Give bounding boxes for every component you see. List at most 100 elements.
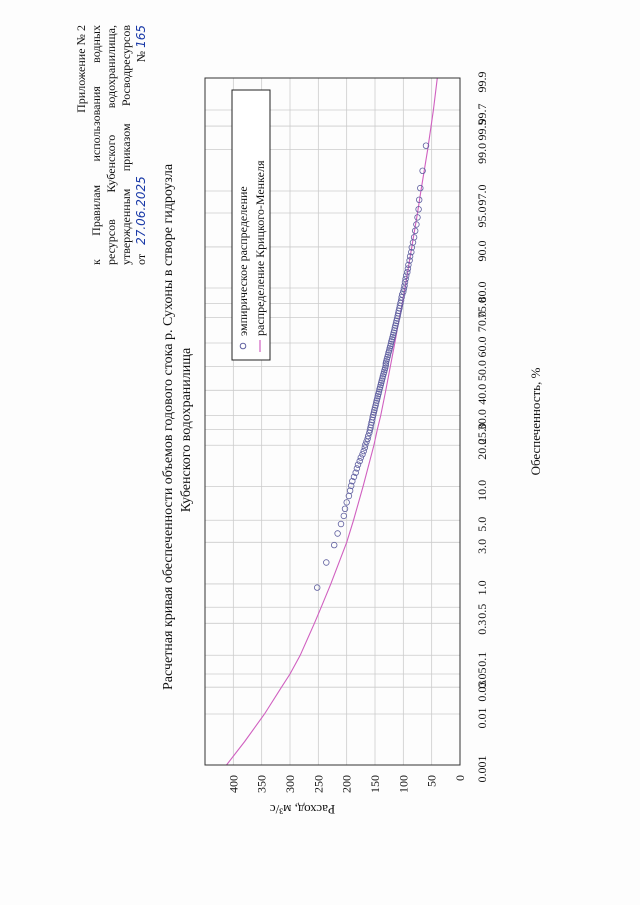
empirical-point <box>334 530 341 537</box>
x-tick-label: 99.9 <box>475 72 489 93</box>
empirical-point <box>348 482 355 489</box>
y-tick-label: 150 <box>368 775 382 793</box>
x-tick-label: 80.0 <box>475 282 489 303</box>
empirical-point <box>410 234 418 241</box>
krickiy-menkel-curve <box>226 77 438 766</box>
legend-box <box>231 89 271 361</box>
empirical-point <box>357 454 364 461</box>
empirical-point <box>331 541 338 549</box>
x-tick-label: 0.03 <box>475 681 489 702</box>
empirical-point <box>400 285 408 292</box>
empirical-point <box>397 297 405 304</box>
x-tick-labels: 0.01 0.030.050.1 0.30.5 1.0 3.0 5.0 10.0 20.025… <box>475 72 489 783</box>
x-tick-label: 3.0 <box>475 539 489 554</box>
x-tick-label: 99.5 <box>475 120 489 141</box>
empirical-point <box>343 499 350 506</box>
empirical-point <box>422 142 430 149</box>
empirical-point <box>404 269 411 276</box>
y-tick-label: 0 <box>453 775 467 781</box>
empirical-point <box>398 294 405 301</box>
x-tick-label: 25.0 <box>475 423 489 444</box>
empirical-point <box>371 406 378 414</box>
y-tick-label: 300 <box>283 775 297 793</box>
empirical-point <box>400 288 407 295</box>
x-tick-label: 99.7 <box>475 103 489 124</box>
x-tick-label: 30.0 <box>475 409 489 430</box>
empirical-point <box>408 248 415 256</box>
empirical-point <box>392 320 400 327</box>
empirical-point <box>350 473 358 481</box>
empirical-point <box>415 206 422 213</box>
legend-label-empirical: эмпирическое распределение <box>236 186 250 336</box>
x-axis-label: Обеспеченность, % <box>528 367 543 475</box>
empirical-point <box>369 414 376 421</box>
empirical-point <box>359 451 366 458</box>
x-tick-label: 40.0 <box>475 384 489 405</box>
x-tick-label: 0.01 <box>475 708 489 729</box>
empirical-point <box>323 559 330 566</box>
empirical-point <box>354 461 362 468</box>
empirical-point <box>346 487 354 494</box>
empirical-point <box>364 435 371 442</box>
legend-label-curve: распределение Крицкого-Менкеля <box>253 160 267 336</box>
legend: эмпирическое распределение распределение… <box>231 89 271 361</box>
empirical-point <box>387 340 395 348</box>
empirical-point <box>419 167 426 174</box>
x-tick-label: 0.1 <box>475 652 489 667</box>
empirical-point <box>413 221 420 228</box>
curve-layer <box>226 77 438 766</box>
empirical-point <box>404 265 412 272</box>
x-tick-label: 1.0 <box>475 580 489 595</box>
x-tick-label: 0.05 <box>475 667 489 688</box>
empirical-point <box>414 214 421 221</box>
x-tick-label: 70.0 <box>475 311 489 332</box>
empirical-point <box>382 362 389 369</box>
empirical-point <box>341 505 349 512</box>
empirical-point <box>401 279 409 286</box>
empirical-point <box>412 227 419 234</box>
x-tick-label: 10.0 <box>475 480 489 501</box>
y-tick-label: 250 <box>311 775 325 793</box>
x-tick-label: 60.0 <box>475 336 489 357</box>
x-tick-label: 50.0 <box>475 360 489 381</box>
empirical-point <box>406 257 413 264</box>
empirical-point <box>417 184 424 192</box>
y-tick-label: 100 <box>396 775 410 793</box>
empirical-point <box>340 512 347 520</box>
empirical-point <box>405 261 412 269</box>
plot-frame <box>204 77 461 766</box>
empirical-point <box>402 275 409 283</box>
empirical-point <box>406 253 414 260</box>
y-tick-label: 200 <box>340 775 354 793</box>
grid <box>205 77 461 765</box>
empirical-point <box>416 196 423 203</box>
empirical-point <box>362 441 369 448</box>
empirical-point <box>337 520 345 528</box>
empirical-point <box>391 327 398 334</box>
empirical-point <box>384 351 392 359</box>
x-tick-label: 97.0 <box>475 184 489 205</box>
empirical-point <box>360 447 367 455</box>
empirical-point <box>356 457 363 465</box>
empirical-point <box>353 465 361 472</box>
empirical-point <box>370 411 377 418</box>
x-tick-label: 0.001 <box>475 756 489 783</box>
x-tick-label: 0.5 <box>475 604 489 619</box>
points-layer <box>314 142 430 591</box>
x-tick-label: 99.0 <box>475 143 489 164</box>
y-axis-label: Расход, м³/с <box>270 802 336 817</box>
y-tick-label: 50 <box>425 775 439 787</box>
empirical-point <box>370 409 378 416</box>
empirical-point <box>401 282 408 289</box>
empirical-point <box>399 291 406 298</box>
empirical-point <box>363 438 370 445</box>
y-tick-label: 350 <box>255 775 269 793</box>
x-tick-label: 0.3 <box>475 620 489 635</box>
empirical-point <box>361 444 368 451</box>
x-tick-label: 5.0 <box>475 517 489 532</box>
empirical-point <box>392 322 399 329</box>
empirical-point <box>349 478 356 485</box>
y-tick-label: 400 <box>226 775 240 793</box>
